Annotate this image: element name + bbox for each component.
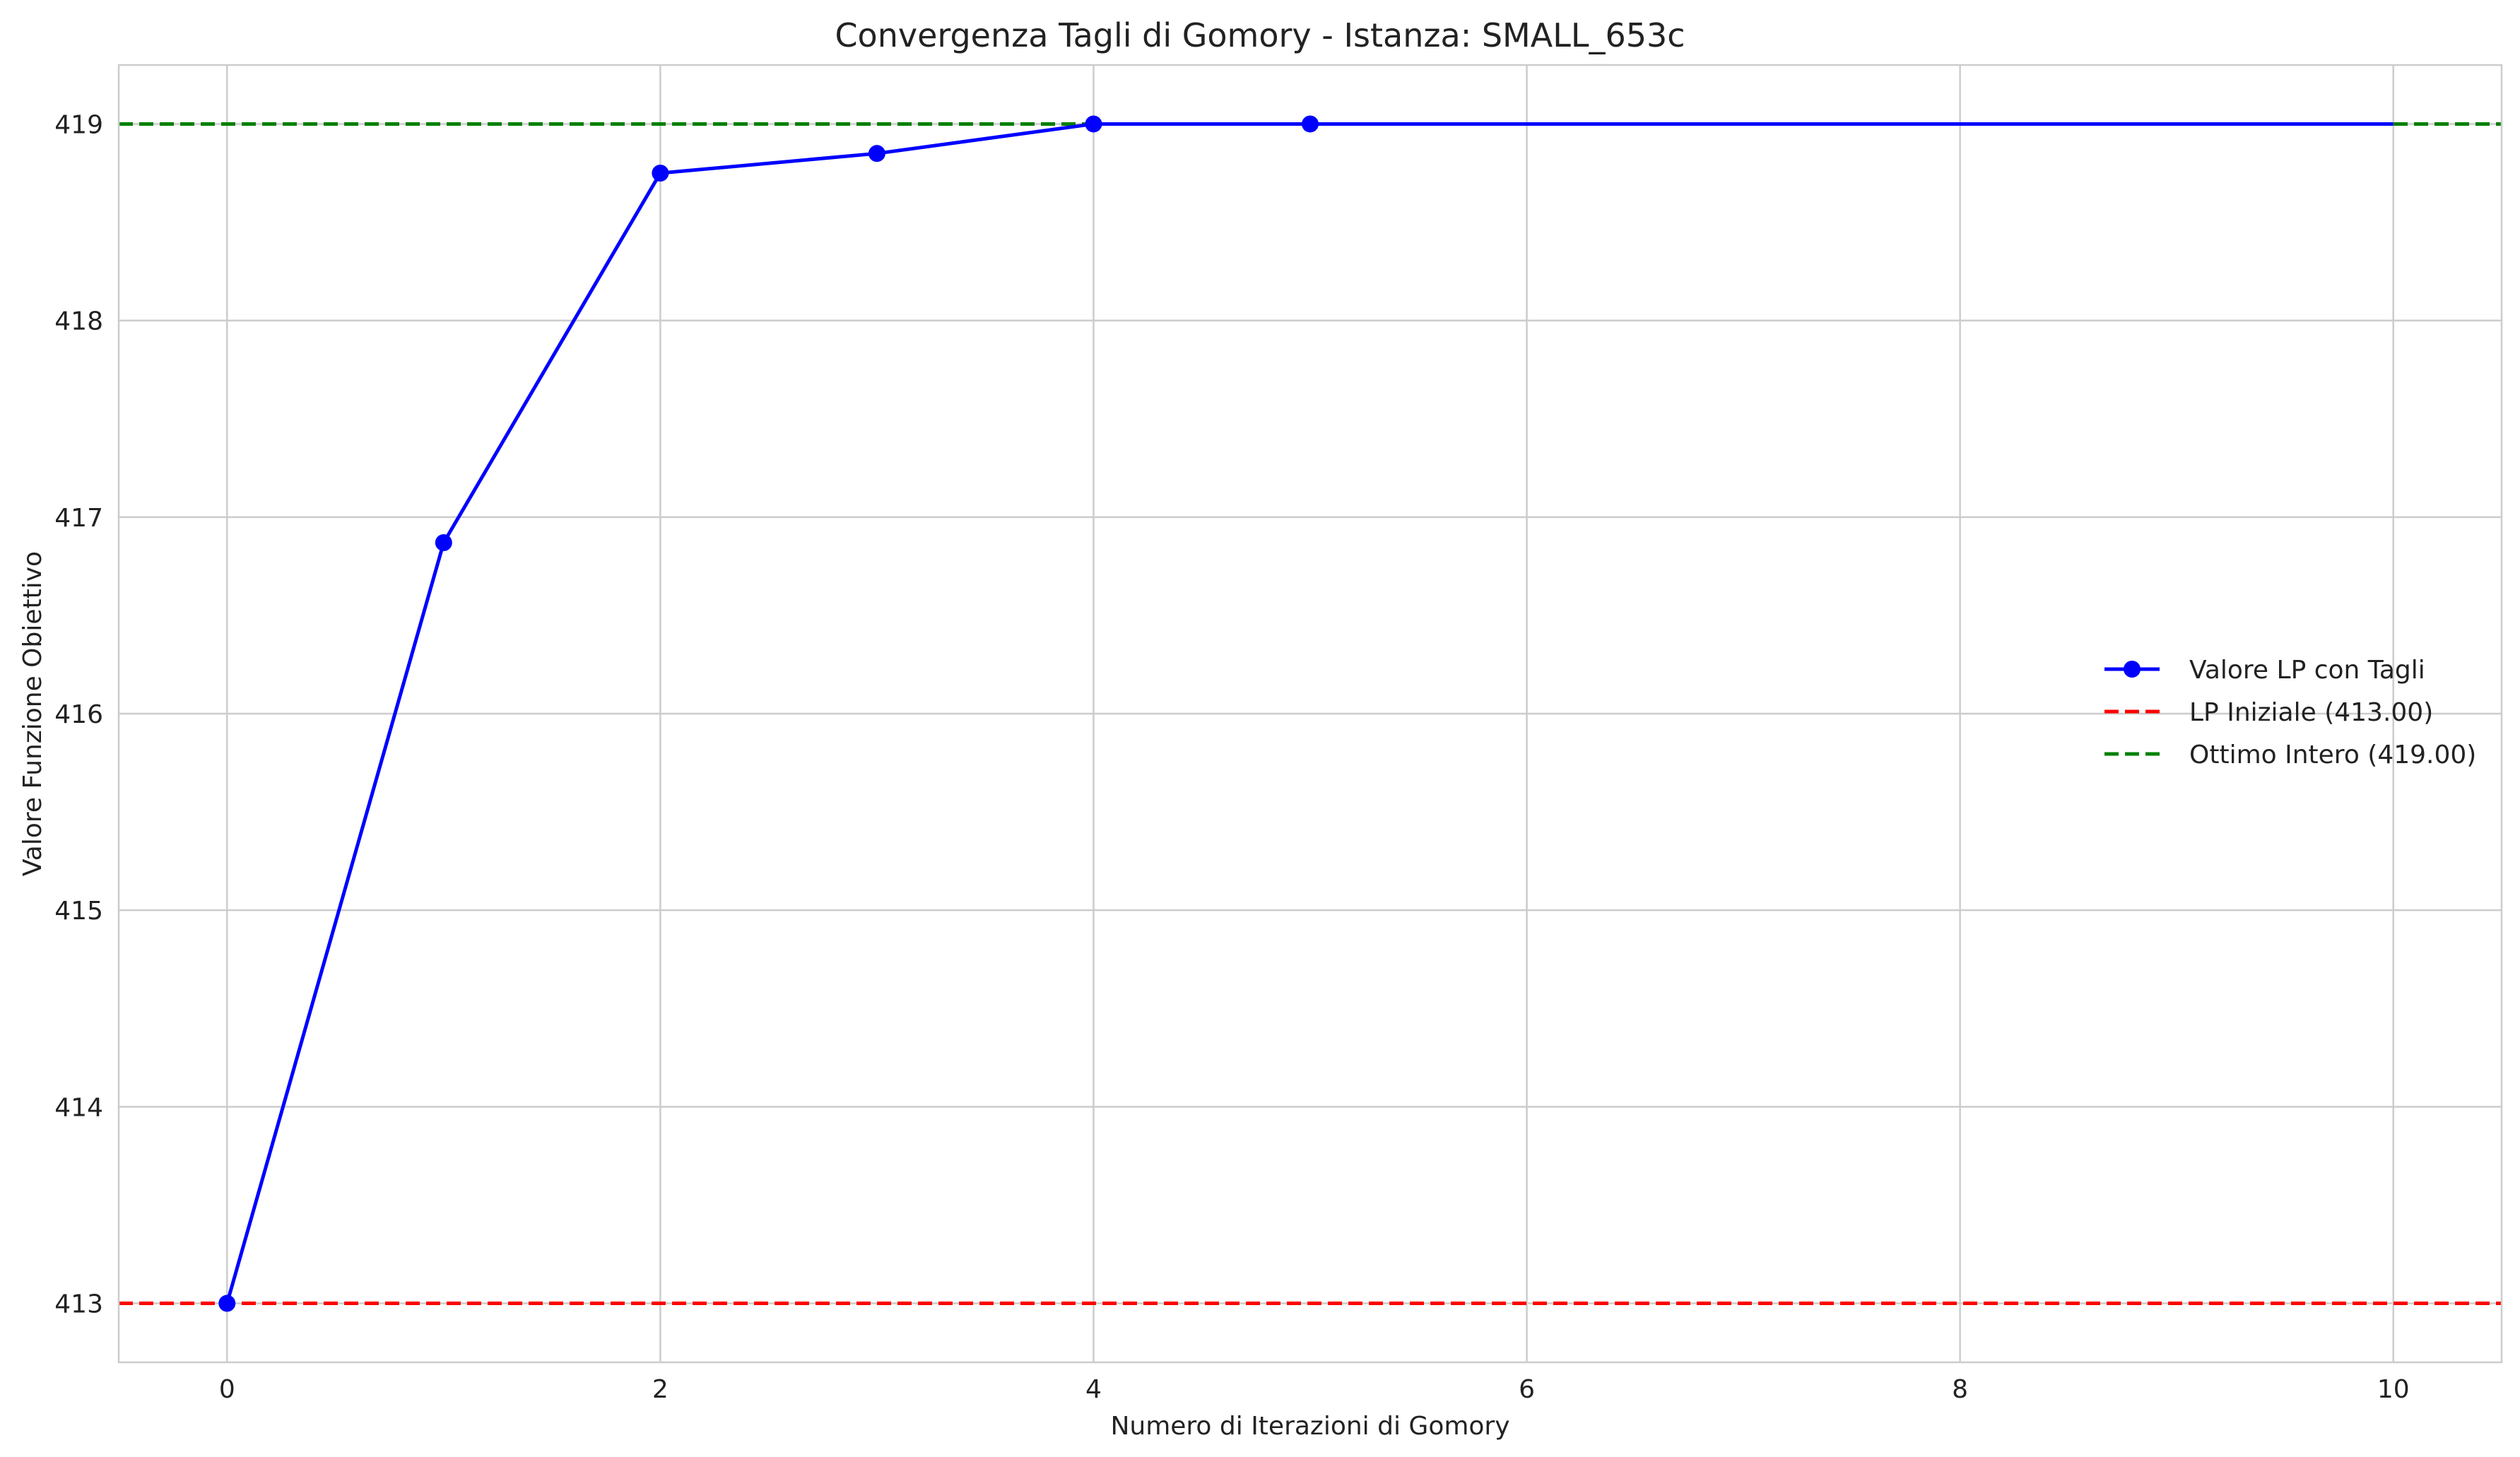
legend-label: LP Iniziale (413.00) [2189,698,2433,727]
x-tick-label: 2 [652,1375,669,1404]
y-tick-label: 419 [54,110,103,139]
x-tick-labels: 0 2 4 6 8 10 [219,1375,2410,1404]
x-tick-label: 6 [1519,1375,1535,1404]
series-layer [218,115,2394,1312]
data-point [868,145,885,163]
data-point [435,533,452,551]
legend-label: Valore LP con Tagli [2189,656,2425,685]
y-tick-label: 413 [54,1290,103,1319]
y-axis-label: Valore Funzione Obiettivo [18,551,47,876]
y-tick-label: 418 [54,307,103,336]
grid [119,65,2502,1362]
x-tick-label: 8 [1952,1375,1968,1404]
x-tick-label: 10 [2377,1375,2410,1404]
y-tick-label: 414 [54,1093,103,1122]
data-point [652,165,669,182]
legend-marker [2124,661,2141,678]
x-tick-label: 4 [1085,1375,1102,1404]
plot-frame [117,64,2503,1364]
x-axis-label: Numero di Iterazioni di Gomory [1110,1412,1509,1441]
y-tick-labels: 413 414 415 416 417 418 419 [54,110,103,1319]
y-tick-label: 415 [54,897,103,926]
data-point [1302,115,1319,133]
y-tick-label: 416 [54,700,103,729]
legend: Valore LP con Tagli LP Iniziale (413.00) O… [2104,656,2476,769]
y-tick-label: 417 [54,504,103,533]
data-point [1085,115,1102,133]
data-point [218,1294,236,1312]
chart-title: Convergenza Tagli di Gomory - Istanza: S… [835,16,1685,54]
x-tick-label: 0 [219,1375,235,1404]
legend-label: Ottimo Intero (419.00) [2189,741,2476,769]
